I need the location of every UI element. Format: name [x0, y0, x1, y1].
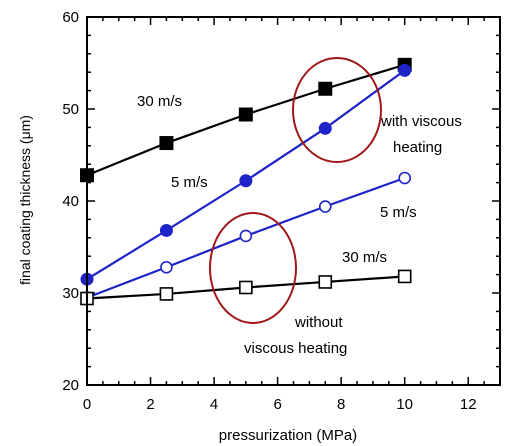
data-point [318, 275, 333, 289]
annotation-5ms-without: 5 m/s [380, 204, 417, 221]
annotation-with-viscous-line2: heating [393, 139, 442, 156]
x-tick-label: 6 [273, 396, 281, 413]
plot-frame [86, 16, 501, 386]
x-tick-label: 4 [210, 396, 218, 413]
data-point [239, 174, 253, 188]
data-point [398, 171, 411, 185]
annotation-30ms-with: 30 m/s [137, 93, 182, 110]
axis-ticks: 0 2 4 6 8 10 12 20 30 40 50 60 [62, 9, 501, 413]
annotation-without-line1: without [294, 314, 343, 331]
data-point [318, 121, 332, 135]
x-tick-label: 0 [83, 396, 91, 413]
annotation-with-viscous-line1: with viscous [380, 113, 462, 130]
data-point [159, 287, 174, 301]
ellipse-with-viscous-heating [292, 57, 382, 163]
data-point [238, 107, 253, 122]
y-tick-label: 50 [62, 101, 79, 118]
data-point [160, 260, 173, 274]
data-point [398, 63, 412, 77]
annotation-5ms-with: 5 m/s [171, 174, 208, 191]
annotation-ellipses [209, 57, 382, 324]
data-point [239, 280, 253, 295]
x-tick-label: 10 [396, 396, 413, 413]
data-point [159, 223, 173, 237]
data-point [397, 269, 412, 284]
x-tick-label: 12 [460, 396, 477, 413]
annotation-without-line2: viscous heating [244, 340, 347, 357]
y-tick-label: 60 [62, 9, 79, 26]
x-tick-label: 2 [146, 396, 154, 413]
y-tick-label: 20 [62, 377, 79, 394]
y-axis-label: final coating thickness (μm) [17, 115, 33, 285]
data-point [318, 81, 333, 96]
x-tick-label: 8 [337, 396, 345, 413]
data-point [318, 200, 332, 213]
y-tick-label: 30 [62, 285, 79, 302]
ellipse-without-viscous-heating [209, 212, 297, 324]
data-point [239, 229, 253, 243]
y-tick-label: 40 [62, 193, 79, 210]
annotation-30ms-without: 30 m/s [342, 249, 387, 266]
x-axis-label: pressurization (MPa) [219, 427, 357, 444]
markers-layer [80, 57, 412, 306]
data-point [159, 136, 174, 151]
